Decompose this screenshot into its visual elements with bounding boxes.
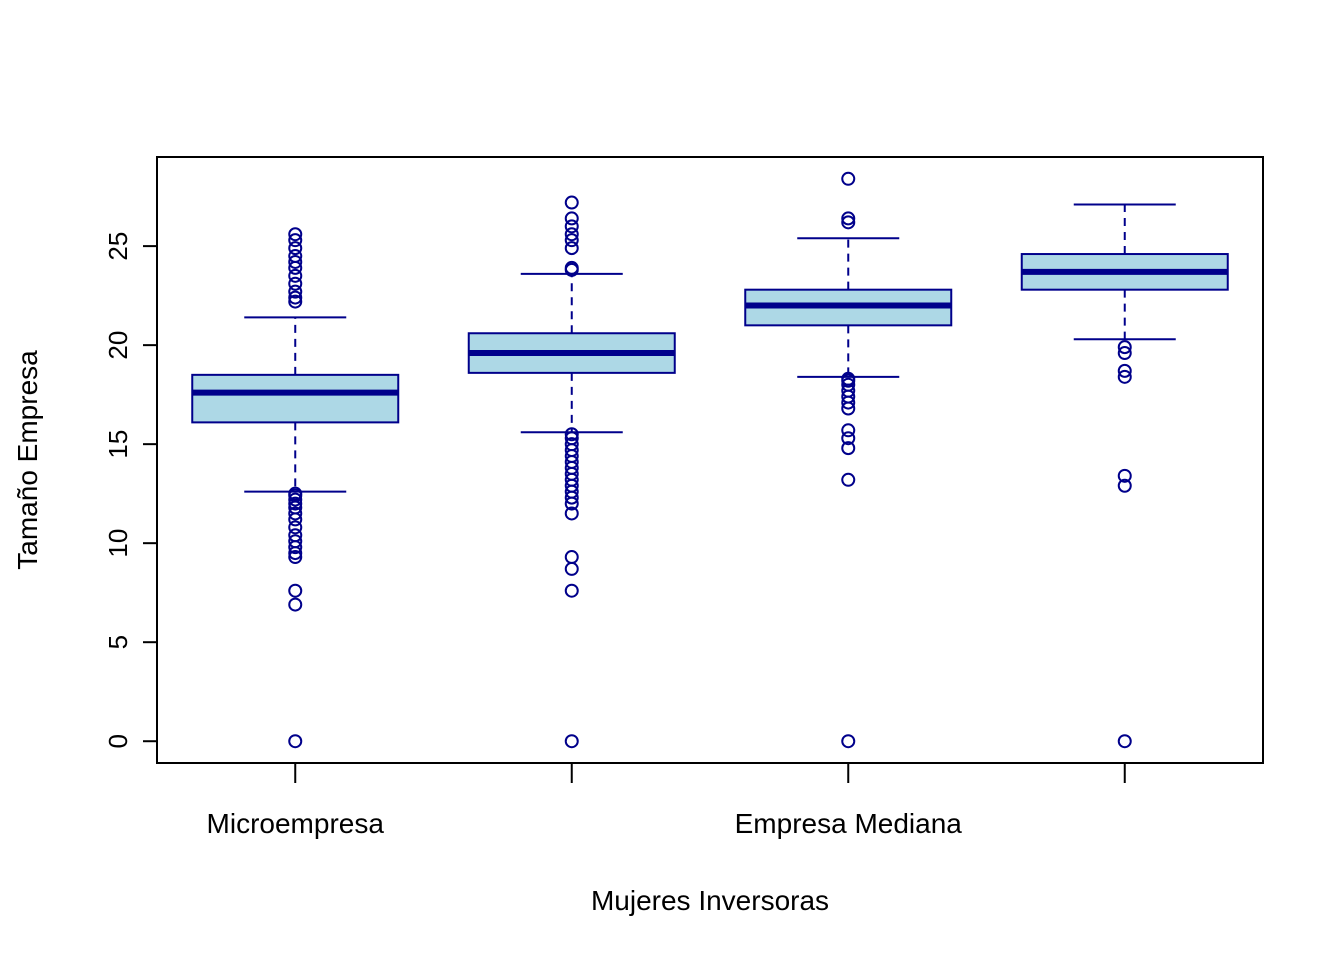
y-axis-title: Tamaño Empresa <box>12 350 43 570</box>
outlier-point <box>288 534 303 549</box>
outlier-point <box>564 219 579 234</box>
outlier-point <box>564 437 579 452</box>
y-tick-label: 0 <box>103 734 133 748</box>
box-group <box>467 195 676 749</box>
outlier-point <box>564 561 579 576</box>
outlier-point <box>288 290 303 305</box>
outlier-point <box>1117 478 1132 493</box>
outlier-point <box>564 211 579 226</box>
outlier-point <box>841 211 856 226</box>
plot-frame <box>156 156 1264 764</box>
outlier-point <box>564 195 579 210</box>
box-group <box>1020 203 1229 749</box>
boxes-layer <box>191 171 1229 749</box>
y-tick-label: 20 <box>103 331 133 360</box>
x-axis: Microempresa Empresa Mediana <box>207 762 1126 839</box>
outlier-point <box>1117 363 1132 378</box>
outlier-point <box>564 550 579 565</box>
outlier-point <box>841 371 856 386</box>
outlier-point <box>288 496 303 511</box>
outlier-point <box>841 377 856 392</box>
outlier-point <box>841 171 856 186</box>
outlier-point <box>288 506 303 521</box>
outlier-point <box>841 734 856 749</box>
outlier-point <box>288 227 303 242</box>
outlier-point <box>564 260 579 275</box>
outlier-point <box>564 583 579 598</box>
outlier-point <box>288 268 303 283</box>
x-axis-title: Mujeres Inversoras <box>591 885 829 916</box>
outlier-point <box>288 583 303 598</box>
outlier-point <box>841 215 856 230</box>
outlier-point <box>288 294 303 309</box>
outlier-point <box>288 520 303 535</box>
outlier-point <box>564 431 579 446</box>
outlier-point <box>288 254 303 269</box>
x-category-label: Empresa Mediana <box>735 808 963 839</box>
outlier-point <box>288 233 303 248</box>
x-category-label: Microempresa <box>207 808 385 839</box>
outlier-point <box>564 241 579 256</box>
outlier-point <box>288 276 303 291</box>
outlier-point <box>1117 346 1132 361</box>
y-tick-label: 10 <box>103 529 133 558</box>
outlier-point <box>841 441 856 456</box>
outlier-point <box>288 734 303 749</box>
outlier-point <box>564 227 579 242</box>
outlier-point <box>288 492 303 507</box>
y-tick-label: 15 <box>103 430 133 459</box>
box-group <box>191 227 400 749</box>
outlier-point <box>564 506 579 521</box>
outlier-point <box>1117 340 1132 355</box>
outlier-point <box>841 431 856 446</box>
outlier-point <box>288 249 303 264</box>
y-tick-label: 25 <box>103 232 133 261</box>
outlier-point <box>288 550 303 565</box>
outlier-point <box>564 427 579 442</box>
y-axis: 0 5 10 15 20 25 <box>103 232 158 748</box>
outlier-point <box>564 233 579 248</box>
outlier-point <box>841 423 856 438</box>
y-tick-label: 5 <box>103 635 133 649</box>
outlier-point <box>564 734 579 749</box>
outlier-point <box>288 528 303 543</box>
box-iqr <box>191 373 400 424</box>
outlier-point <box>1117 734 1132 749</box>
outlier-point <box>1117 369 1132 384</box>
outlier-point <box>1117 468 1132 483</box>
outlier-point <box>288 284 303 299</box>
outlier-point <box>841 472 856 487</box>
outlier-point <box>288 597 303 612</box>
outlier-point <box>288 241 303 256</box>
outlier-point <box>288 486 303 501</box>
box-group <box>744 171 953 749</box>
